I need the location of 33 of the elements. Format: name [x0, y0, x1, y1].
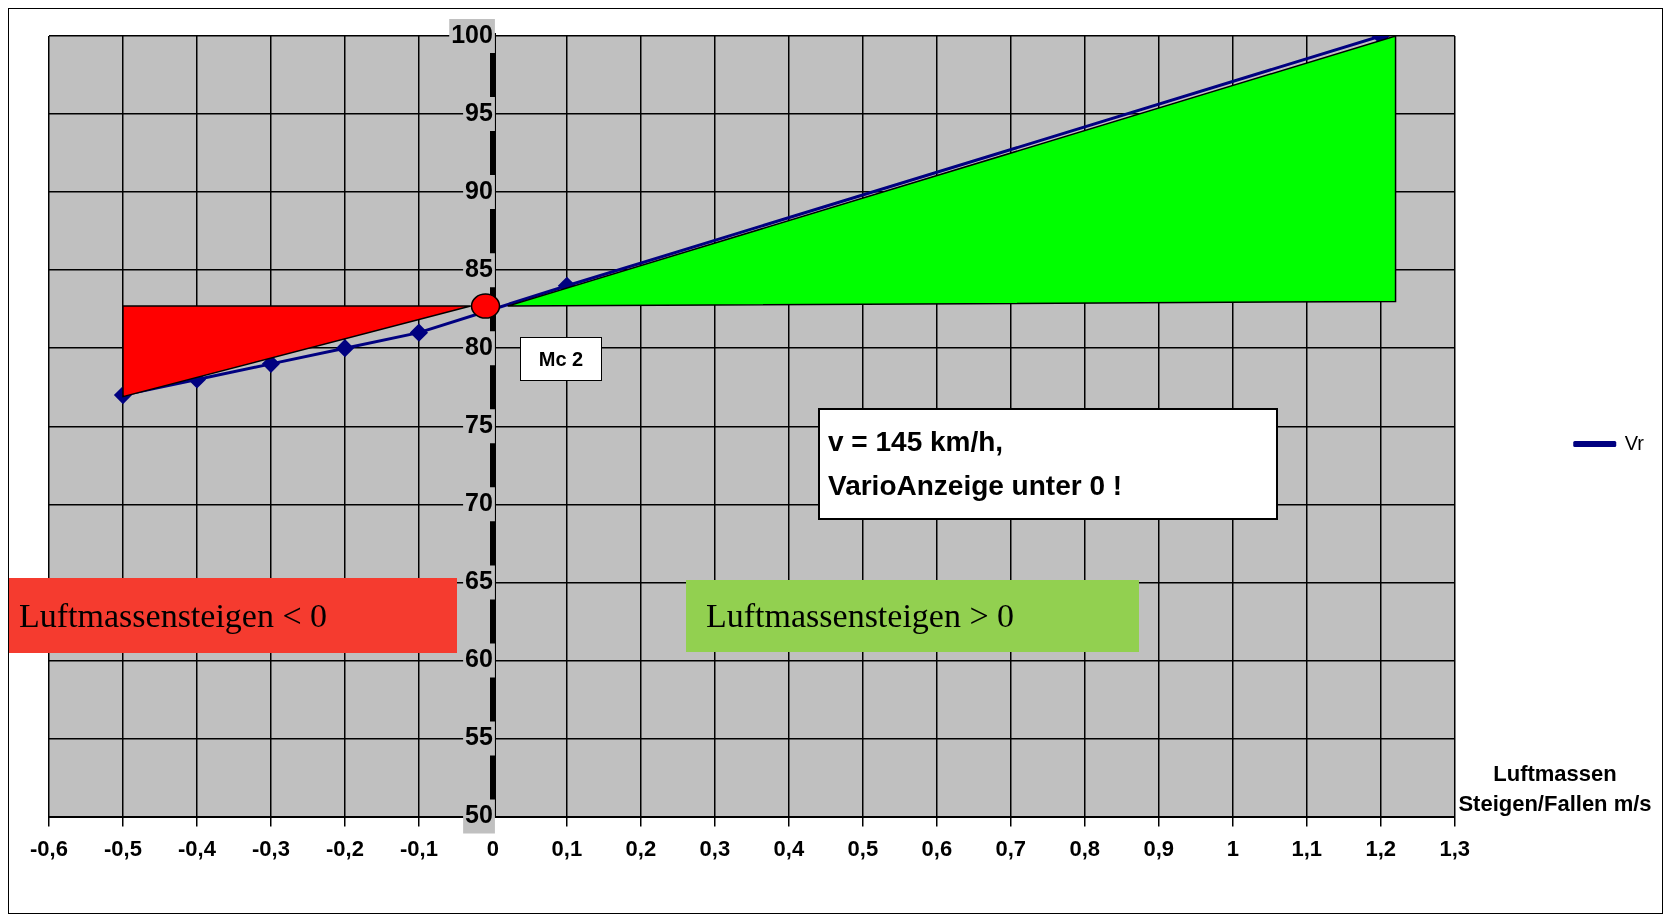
- x-tick-label: 1,1: [1291, 835, 1323, 861]
- x-tick-label: -0,5: [104, 835, 142, 861]
- x-tick-label: -0,4: [178, 835, 217, 861]
- x-tick-label: -0,2: [325, 835, 364, 861]
- x-tick-label: 1,2: [1365, 835, 1397, 861]
- y-tick-label: 95: [465, 97, 494, 126]
- y-tick-label: 90: [465, 176, 493, 205]
- x-tick-label: -0,6: [30, 835, 68, 861]
- y-tick-label: 60: [465, 644, 493, 673]
- y-tick-label: 65: [465, 566, 494, 595]
- y-tick-label: 50: [465, 800, 493, 829]
- x-axis-title: Luftmassen Steigen/Fallen m/s: [1457, 760, 1653, 818]
- x-tick-label: 0,1: [551, 835, 583, 861]
- x-tick-label: 1,3: [1439, 835, 1471, 861]
- y-tick-label: 75: [465, 410, 494, 439]
- x-tick-label: 1: [1226, 835, 1239, 861]
- x-tick-label: 0,2: [625, 835, 657, 861]
- x-tick-label: -0,3: [252, 835, 290, 861]
- x-tick-label: 0,6: [921, 835, 953, 861]
- x-tick-label: -0,1: [399, 835, 438, 861]
- y-tick-label: 80: [465, 332, 493, 361]
- x-tick-label: 0,7: [995, 835, 1027, 861]
- y-tick-label: 70: [465, 488, 493, 517]
- x-tick-label: 0,5: [847, 835, 879, 861]
- x-tick-label: 0,4: [773, 835, 805, 861]
- y-tick-label: 100: [451, 19, 493, 48]
- x-tick-label: 0,9: [1143, 835, 1175, 861]
- legend-label: Vr: [1624, 431, 1645, 454]
- x-tick-label: 0,8: [1069, 835, 1101, 861]
- y-tick-label: 85: [465, 254, 494, 283]
- y-tick-label: 55: [465, 722, 494, 751]
- x-tick-label: 0,3: [699, 835, 731, 861]
- x-tick-label: 0: [486, 835, 500, 861]
